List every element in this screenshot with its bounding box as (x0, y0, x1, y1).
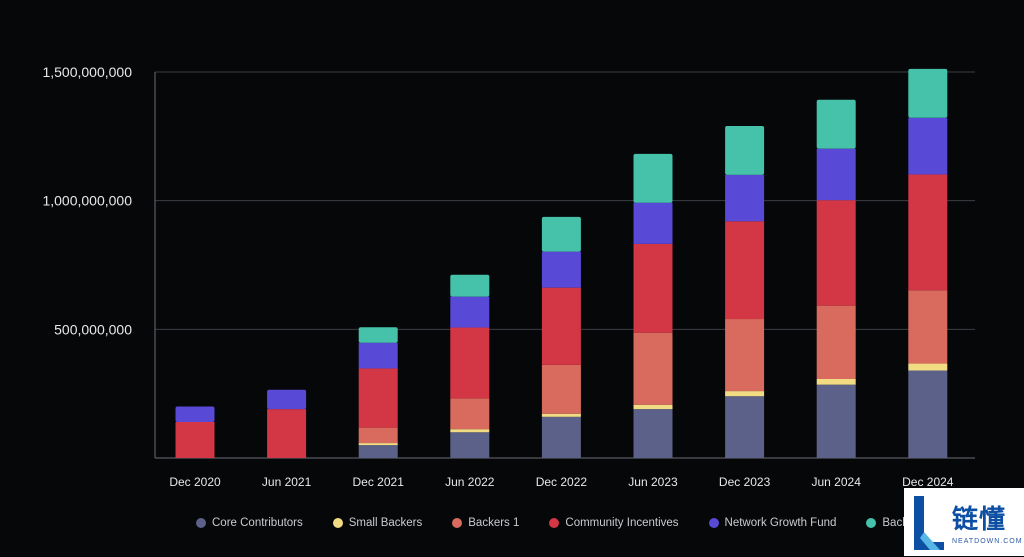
legend-label: Community Incentives (565, 517, 679, 529)
x-tick-label: Jun 2022 (445, 475, 495, 489)
legend: Core Contributors Small Backers Backers 1 C… (196, 513, 944, 533)
bar-segment-small-backers (816, 378, 856, 385)
x-tick-label: Jun 2024 (812, 475, 862, 489)
bar-segment-small-backers (908, 363, 948, 371)
bar-segment-backe (358, 327, 398, 343)
bar-segment-network-growth-fund (541, 251, 581, 288)
bar-segment-core-contributors (725, 396, 765, 458)
bar-segment-community-incentives (908, 174, 948, 291)
bar-segment-backe (816, 99, 856, 149)
legend-label: Backers 1 (468, 517, 520, 529)
bar-segment-backers-1 (816, 305, 856, 379)
bar-segment-community-incentives (633, 243, 673, 333)
watermark-cn-text: 链懂 (952, 505, 1007, 535)
bar-segment-network-growth-fund (450, 296, 490, 328)
bar-segment-community-incentives (267, 409, 307, 458)
legend-swatch (332, 518, 343, 528)
bar-segment-backers-1 (541, 364, 581, 414)
x-tick-label: Dec 2022 (536, 475, 588, 489)
legend-swatch (196, 518, 206, 528)
bar-segment-network-growth-fund (816, 148, 856, 201)
legend-swatch (866, 518, 877, 528)
x-tick-label: Dec 2024 (902, 475, 954, 489)
legend-entry: Network Growth Fund (708, 517, 837, 529)
y-tick-label: 1,500,000,000 (42, 64, 132, 80)
bar-segment-community-incentives (175, 421, 215, 458)
legend-entry: Small Backers (332, 517, 423, 529)
bar-segment-backers-1 (633, 332, 673, 405)
bar-segment-core-contributors (908, 370, 948, 458)
bar-segment-backe (725, 126, 765, 175)
bar-segment-core-contributors (450, 432, 490, 458)
bar-segment-backe (541, 216, 581, 252)
watermark-en-text: NEATDOWN.COM (952, 538, 1023, 545)
bar-segment-small-backers (541, 413, 581, 417)
legend-entry: Backers 1 (452, 517, 519, 529)
bar-segment-core-contributors (816, 384, 856, 458)
y-tick-label: 500,000,000 (54, 321, 132, 337)
x-tick-label: Jun 2023 (628, 475, 678, 489)
legend-entry: Core Contributors (196, 517, 303, 529)
bar-segment-backers-1 (450, 398, 490, 430)
bar-segment-core-contributors (541, 416, 581, 458)
bar-segment-network-growth-fund (175, 406, 215, 422)
bar-segment-network-growth-fund (633, 202, 673, 244)
bar-segment-community-incentives (816, 200, 856, 306)
bar-segment-small-backers (450, 429, 490, 433)
legend-swatch (549, 518, 560, 528)
bar-segment-network-growth-fund (358, 342, 398, 369)
bar-segment-core-contributors (633, 409, 673, 458)
l-letter-logo-icon (910, 492, 948, 552)
bar-segment-backe (633, 153, 673, 203)
bar-segment-small-backers (358, 443, 398, 446)
x-tick-label: Dec 2020 (169, 475, 221, 489)
bar-segment-small-backers (633, 404, 673, 410)
bar-segment-community-incentives (358, 368, 398, 428)
bar-segment-community-incentives (541, 287, 581, 365)
legend-swatch (452, 518, 463, 528)
bar-segment-network-growth-fund (725, 174, 765, 222)
legend-label: Network Growth Fund (724, 517, 837, 529)
bar-segment-backers-1 (358, 427, 398, 444)
legend-entry: Community Incentives (549, 517, 679, 529)
legend-swatch (708, 518, 719, 528)
bar-segment-core-contributors (358, 445, 398, 458)
bar-segment-network-growth-fund (908, 117, 948, 175)
bar-segment-backe (450, 274, 490, 297)
bar-segment-small-backers (725, 391, 765, 397)
bar-segment-backers-1 (908, 290, 948, 364)
bar-segment-community-incentives (450, 327, 490, 399)
bars (175, 68, 948, 458)
bar-segment-network-growth-fund (267, 389, 307, 410)
tick-labels: 500,000,000 1,000,000,000 1,500,000,000 Dec… (42, 64, 953, 489)
y-tick-label: 1,000,000,000 (42, 193, 132, 209)
watermark: 链懂 NEATDOWN.COM (904, 488, 1024, 556)
x-tick-label: Dec 2023 (719, 475, 771, 489)
x-tick-label: Jun 2021 (262, 475, 312, 489)
x-tick-label: Dec 2021 (353, 475, 405, 489)
legend-label: Core Contributors (212, 517, 303, 529)
bar-segment-backe (908, 68, 948, 118)
bar-segment-backers-1 (725, 319, 765, 392)
bar-segment-community-incentives (725, 221, 765, 320)
legend-label: Small Backers (348, 517, 423, 529)
